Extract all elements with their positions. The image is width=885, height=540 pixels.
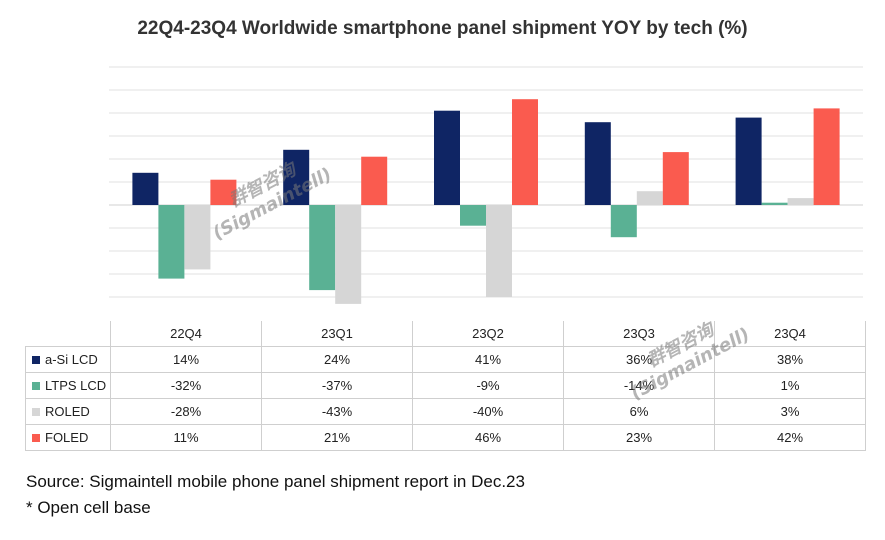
data-table: 22Q4 23Q1 23Q2 23Q3 23Q4 a-Si LCD 14% 24…: [25, 321, 866, 451]
data-label: -32%: [110, 372, 262, 399]
data-label: 24%: [261, 346, 413, 373]
data-label: 46%: [412, 424, 564, 451]
data-label: 21%: [261, 424, 413, 451]
bar-ltps-lcd-23q2: [460, 205, 486, 226]
bar-foled-23q3: [662, 152, 689, 205]
table-row-asi-lcd: a-Si LCD 14% 24% 41% 36% 38%: [25, 346, 866, 373]
bar-foled-23q2: [512, 99, 538, 205]
category-label: 23Q2: [412, 321, 564, 347]
bar-ltps-lcd-23q4: [761, 202, 788, 205]
bar-foled-23q4: [813, 108, 840, 205]
legend-swatch: [32, 382, 40, 390]
table-row-foled: FOLED 11% 21% 46% 23% 42%: [25, 424, 866, 451]
data-label: 41%: [412, 346, 564, 373]
legend-swatch: [32, 408, 40, 416]
table-row-ltps-lcd: LTPS LCD -32% -37% -9% -14% 1%: [25, 372, 866, 399]
data-label: 23%: [563, 424, 715, 451]
category-label: 22Q4: [110, 321, 262, 347]
legend-entry-ltps-lcd: LTPS LCD: [25, 372, 111, 399]
chart-plot-area: [109, 66, 863, 304]
bar-a-si-lcd-23q2: [434, 110, 460, 205]
bars: [132, 99, 840, 304]
series-name: a-Si LCD: [45, 352, 98, 367]
data-label: 42%: [714, 424, 866, 451]
category-label: 23Q1: [261, 321, 413, 347]
table-row-roled: ROLED -28% -43% -40% 6% 3%: [25, 398, 866, 425]
bar-a-si-lcd-23q1: [283, 149, 310, 205]
data-label: 36%: [563, 346, 715, 373]
bar-roled-22q4: [184, 205, 211, 270]
chart-title: 22Q4-23Q4 Worldwide smartphone panel shi…: [137, 18, 748, 39]
data-label: -28%: [110, 398, 262, 425]
bar-roled-23q4: [787, 198, 814, 205]
data-label: -9%: [412, 372, 564, 399]
data-label: 3%: [714, 398, 866, 425]
legend-entry-roled: ROLED: [25, 398, 111, 425]
data-label: 38%: [714, 346, 866, 373]
series-name: FOLED: [45, 430, 89, 445]
legend-entry-asi-lcd: a-Si LCD: [25, 346, 111, 373]
bar-ltps-lcd-23q1: [309, 205, 336, 291]
legend-swatch: [32, 356, 40, 364]
bar-foled-22q4: [210, 179, 237, 205]
data-label: 14%: [110, 346, 262, 373]
bar-foled-23q1: [361, 156, 388, 205]
data-label: -37%: [261, 372, 413, 399]
bar-roled-23q1: [335, 205, 362, 304]
data-label: -43%: [261, 398, 413, 425]
bar-roled-23q2: [486, 205, 512, 297]
bar-a-si-lcd-23q4: [735, 117, 762, 205]
series-name: LTPS LCD: [45, 378, 107, 393]
bar-a-si-lcd-23q3: [584, 122, 611, 205]
bar-a-si-lcd-22q4: [132, 172, 159, 205]
bar-ltps-lcd-22q4: [158, 205, 185, 279]
legend-swatch: [32, 434, 40, 442]
data-label: 1%: [714, 372, 866, 399]
data-label: 11%: [110, 424, 262, 451]
series-name: ROLED: [45, 404, 90, 419]
bar-roled-23q3: [636, 191, 663, 205]
base-note: * Open cell base: [26, 498, 151, 517]
legend-entry-foled: FOLED: [25, 424, 111, 451]
table-header-row: 22Q4 23Q1 23Q2 23Q3 23Q4: [26, 321, 866, 347]
category-label: 23Q4: [714, 321, 866, 347]
table-corner: [26, 321, 111, 347]
source-note: Source: Sigmaintell mobile phone panel s…: [26, 472, 525, 491]
bar-ltps-lcd-23q3: [610, 205, 637, 238]
data-label: -40%: [412, 398, 564, 425]
